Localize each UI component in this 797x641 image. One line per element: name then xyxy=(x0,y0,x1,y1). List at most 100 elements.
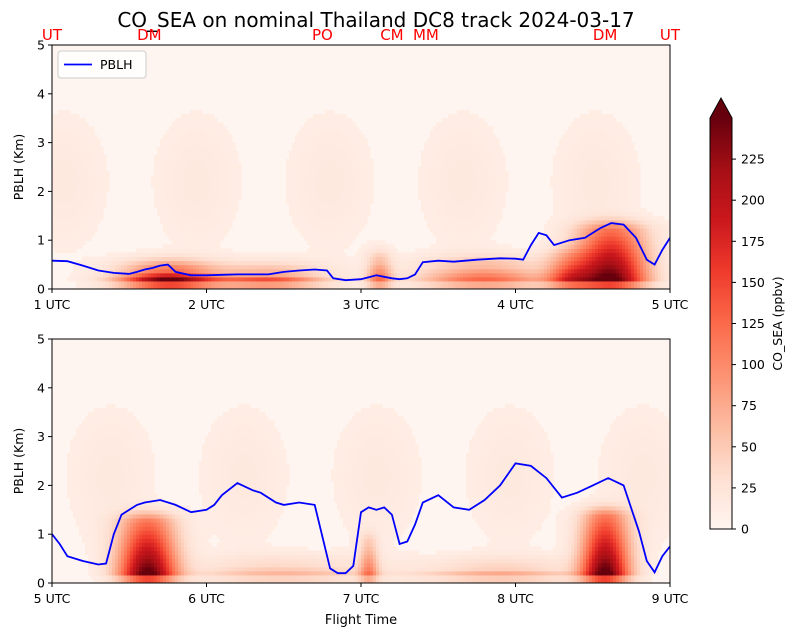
heatmap-cell xyxy=(496,143,500,148)
heatmap-cell xyxy=(235,159,239,164)
heatmap-cell xyxy=(352,122,356,127)
heatmap-cell xyxy=(502,204,506,209)
heatmap-cell xyxy=(91,130,95,135)
heatmap-cell xyxy=(94,224,98,229)
heatmap-cell xyxy=(370,183,374,188)
heatmap-cell xyxy=(502,195,506,200)
figure-title: CO_SEA on nominal Thailand DC8 track 202… xyxy=(117,8,634,32)
heatmap-cell xyxy=(214,118,218,123)
heatmap-cell xyxy=(499,208,503,213)
heatmap-cell xyxy=(235,208,239,213)
heatmap-cell xyxy=(364,220,368,225)
heatmap-cell xyxy=(100,212,104,217)
heatmap-cell xyxy=(76,114,80,119)
heatmap-cell xyxy=(505,175,509,180)
heatmap-cell xyxy=(103,195,107,200)
heatmap-cell xyxy=(502,163,506,168)
heatmap-cell xyxy=(367,151,371,156)
heatmap-cell xyxy=(502,191,506,196)
heatmap-cell xyxy=(502,159,506,164)
heatmap-cell xyxy=(103,200,107,205)
heatmap-cell xyxy=(103,163,107,168)
heatmap-cell xyxy=(496,220,500,225)
heatmap-cell xyxy=(67,110,71,115)
heatmap-cell xyxy=(106,171,110,176)
heatmap-cell xyxy=(358,130,362,135)
heatmap-cell xyxy=(364,143,368,148)
heatmap-cell xyxy=(484,122,488,127)
heatmap-cell xyxy=(229,224,233,229)
heatmap-cell xyxy=(487,236,491,241)
heatmap-cell xyxy=(85,122,89,127)
heatmap-cell xyxy=(493,240,497,245)
heatmap-cell xyxy=(496,139,500,144)
heatmap-cell xyxy=(82,118,86,123)
heatmap-cell xyxy=(505,187,509,192)
heatmap-cell xyxy=(82,240,86,245)
heatmap-cell xyxy=(103,167,107,172)
heatmap-cell xyxy=(73,248,77,253)
heatmap-cell xyxy=(238,163,242,168)
heatmap-cell xyxy=(493,224,497,229)
heatmap-cell xyxy=(91,232,95,237)
heatmap-cell xyxy=(394,248,398,253)
heatmap-cell xyxy=(367,155,371,160)
heatmap-field xyxy=(52,45,671,290)
heatmap-cell xyxy=(340,248,344,253)
heatmap-cell xyxy=(331,110,335,115)
heatmap-cell xyxy=(370,187,374,192)
heatmap-cell xyxy=(370,159,374,164)
heatmap-cell xyxy=(97,139,101,144)
heatmap-cell xyxy=(226,130,230,135)
heatmap-cell xyxy=(238,195,242,200)
heatmap-cell xyxy=(367,147,371,152)
heatmap-cell xyxy=(235,155,239,160)
heatmap-cell xyxy=(232,212,236,217)
heatmap-cell xyxy=(466,110,470,115)
heatmap-cell xyxy=(229,248,233,253)
heatmap-cell xyxy=(343,114,347,119)
heatmap-cell xyxy=(103,191,107,196)
heatmap-cell xyxy=(232,216,236,221)
heatmap-cell xyxy=(97,143,101,148)
heatmap-cell xyxy=(235,200,239,205)
heatmap-cell xyxy=(493,228,497,233)
heatmap-cell xyxy=(370,200,374,205)
heatmap-cell xyxy=(475,114,479,119)
heatmap-cell xyxy=(370,163,374,168)
heatmap-cell xyxy=(370,195,374,200)
heatmap-cell xyxy=(352,236,356,241)
heatmap-cell xyxy=(343,252,347,257)
heatmap-cell xyxy=(349,118,353,123)
heatmap-cell xyxy=(499,151,503,156)
heatmap-cell xyxy=(79,244,83,249)
heatmap-cell xyxy=(220,122,224,127)
heatmap-cell xyxy=(238,167,242,172)
heatmap-cell xyxy=(238,175,242,180)
heatmap-cell xyxy=(97,220,101,225)
heatmap-cell xyxy=(370,179,374,184)
heatmap-cell xyxy=(238,187,242,192)
heatmap-cell xyxy=(382,240,386,245)
heatmap-cell xyxy=(238,191,242,196)
heatmap-cell xyxy=(391,244,395,249)
heatmap-cell xyxy=(217,240,221,245)
heatmap-cell xyxy=(355,232,359,237)
heatmap-cell xyxy=(232,143,236,148)
heatmap-cell xyxy=(505,171,509,176)
heatmap-cell xyxy=(229,220,233,225)
heatmap-cell xyxy=(88,236,92,241)
heatmap-cell xyxy=(367,208,371,213)
heatmap-cell xyxy=(106,183,110,188)
heatmap-cell xyxy=(103,155,107,160)
heatmap-cell xyxy=(346,244,350,249)
heatmap-cell xyxy=(100,151,104,156)
heatmap-cell xyxy=(370,175,374,180)
heatmap-cell xyxy=(211,114,215,119)
heatmap-cell xyxy=(106,175,110,180)
heatmap-cell xyxy=(100,147,104,152)
heatmap-cell xyxy=(226,228,230,233)
